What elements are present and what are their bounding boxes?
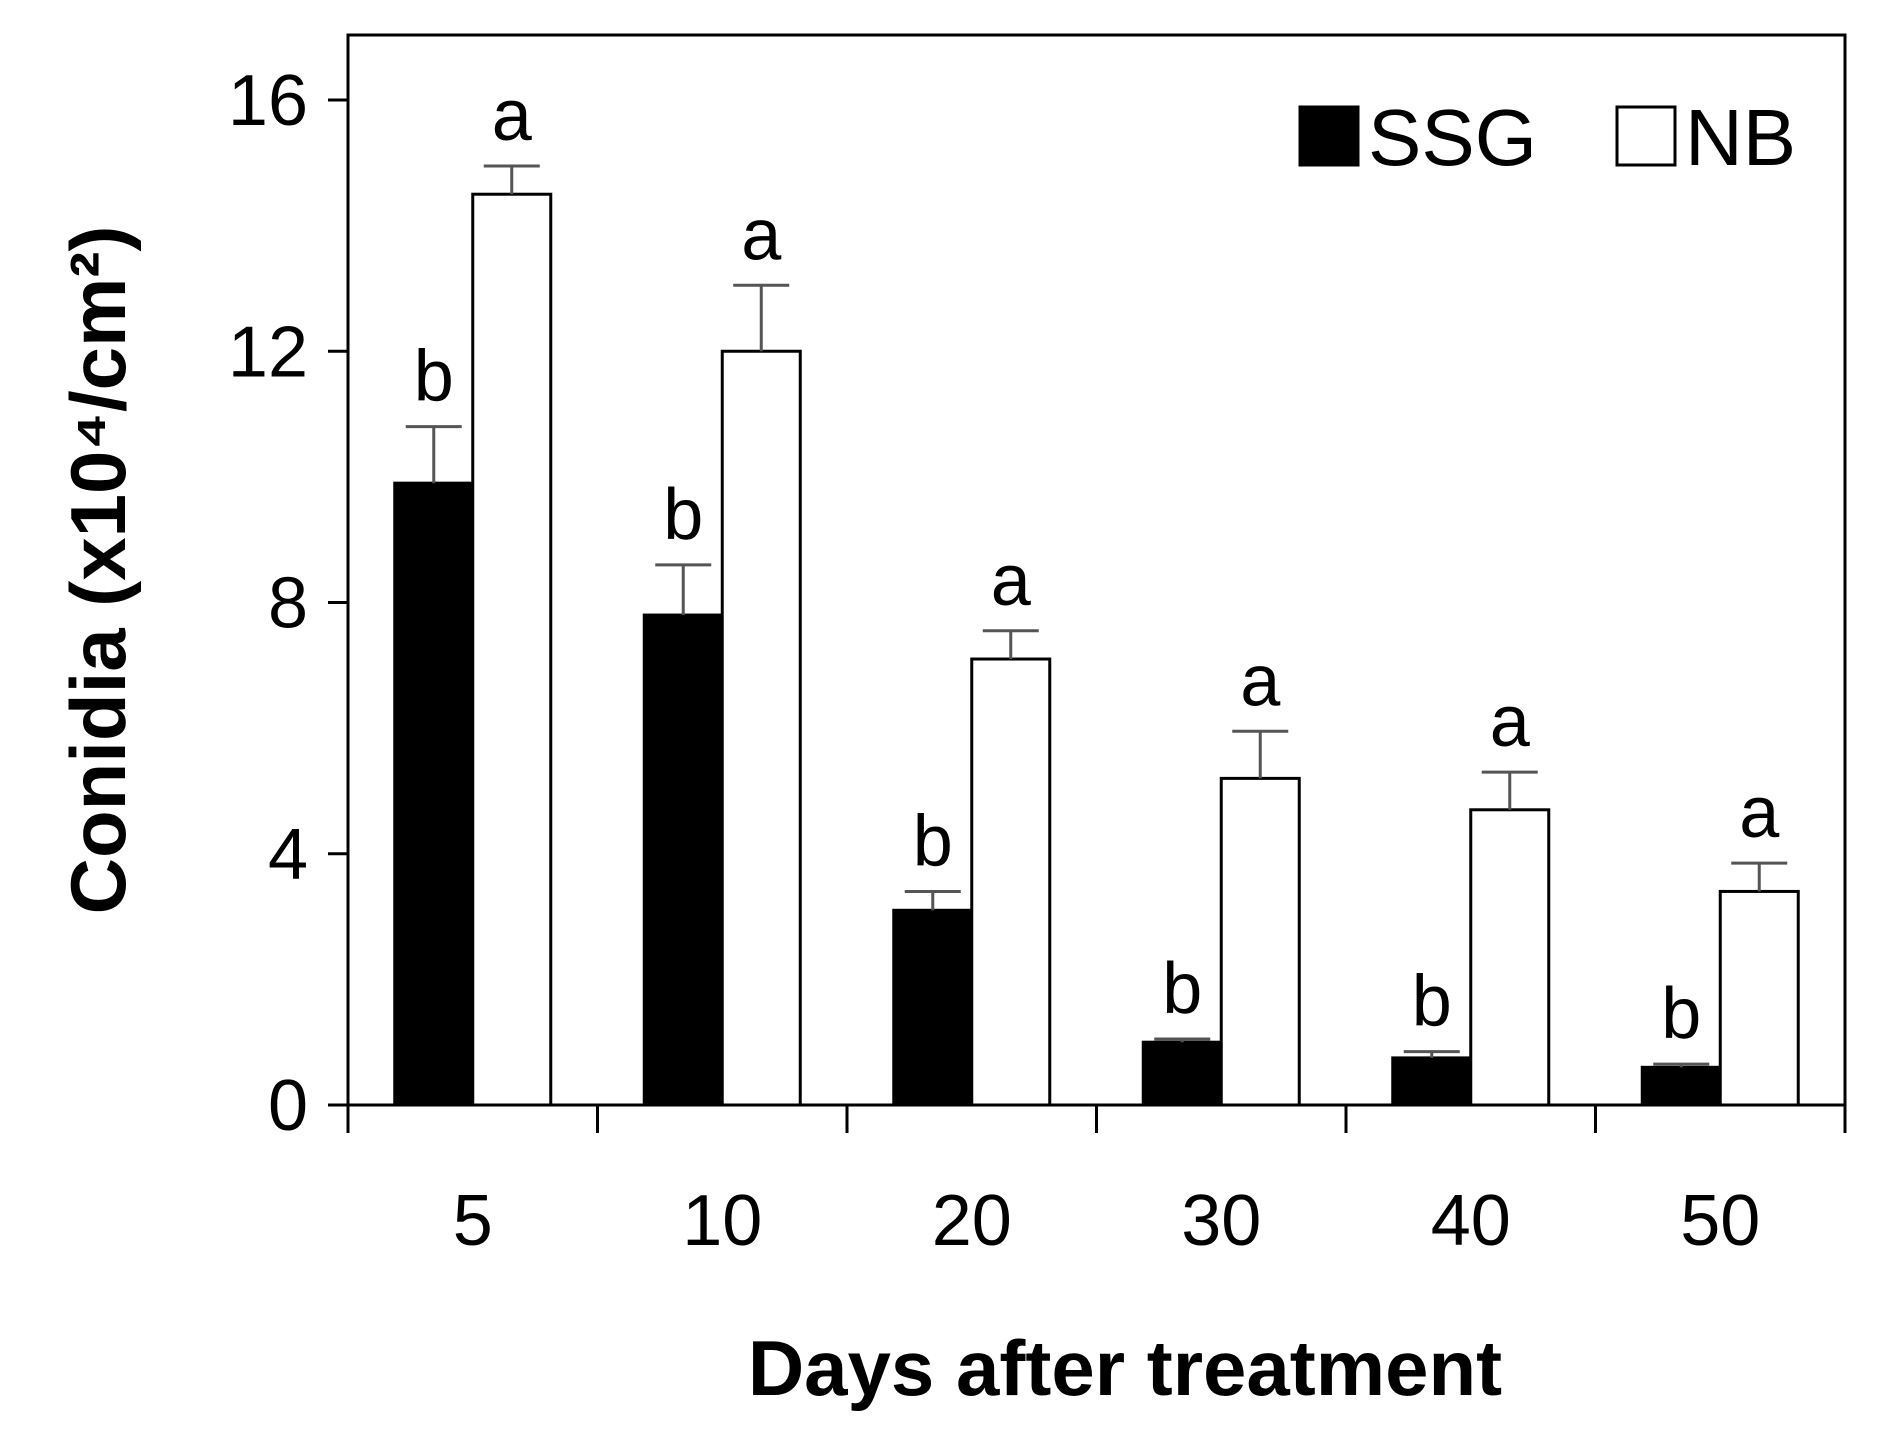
significance-letter: a: [741, 195, 782, 275]
bar-ssg-30: [1141, 1040, 1223, 1107]
x-tick-label: 30: [1181, 1181, 1261, 1261]
y-axis-ticks: 0 4 8 12 16: [228, 61, 348, 1146]
bar-ssg-5: [393, 481, 475, 1107]
bar-nb-50: [1718, 889, 1800, 1107]
y-tick-label: 4: [268, 815, 308, 895]
bar-nb-40: [1469, 808, 1551, 1107]
y-tick-label: 12: [228, 312, 308, 392]
bar-nb-5: [471, 192, 553, 1107]
bar-ssg-10: [642, 613, 724, 1107]
legend-label-nb: NB: [1685, 93, 1796, 182]
bar-nb-10: [720, 349, 802, 1107]
significance-letter: a: [1490, 682, 1531, 762]
bar-ssg-50: [1640, 1065, 1722, 1107]
x-tick-label: 20: [932, 1181, 1012, 1261]
x-axis-title: Days after treatment: [748, 1324, 1502, 1412]
x-tick-label: 40: [1431, 1181, 1511, 1261]
y-tick-label: 0: [268, 1066, 308, 1146]
x-tick-label: 50: [1680, 1181, 1760, 1261]
significance-letter: a: [991, 541, 1032, 621]
x-tick-label: 10: [682, 1181, 762, 1261]
bar-nb-20: [970, 657, 1052, 1107]
x-tick-label: 5: [453, 1181, 493, 1261]
significance-letter: a: [1739, 773, 1780, 853]
significance-letter: b: [414, 337, 454, 417]
legend-swatch-ssg: [1298, 105, 1360, 167]
significance-letter: a: [492, 76, 533, 156]
significance-letter: b: [663, 475, 703, 555]
legend-label-ssg: SSG: [1368, 93, 1537, 182]
bar-ssg-20: [892, 908, 974, 1107]
error-bars: [405, 164, 1788, 1068]
y-tick-label: 16: [228, 61, 308, 141]
legend-swatch-nb: [1615, 105, 1677, 167]
legend: SSG NB: [1298, 93, 1796, 182]
significance-letter: b: [1162, 949, 1202, 1029]
bar-nb-30: [1219, 776, 1301, 1107]
y-axis-title: Conidia (x10⁴/cm²): [54, 226, 142, 915]
significance-letter: b: [1661, 974, 1701, 1054]
significance-letter: b: [913, 801, 953, 881]
y-tick-label: 8: [268, 564, 308, 644]
bar-series: [393, 192, 1800, 1107]
plot-area-frame: [346, 33, 1847, 1107]
x-axis-ticks: 5 10 20 30 40 50: [346, 1105, 1847, 1261]
significance-letter: a: [1240, 641, 1281, 721]
bar-ssg-40: [1391, 1056, 1473, 1107]
significance-letter: b: [1412, 962, 1452, 1042]
significance-letters: b b b b b b a a a a a a: [414, 76, 1781, 1054]
